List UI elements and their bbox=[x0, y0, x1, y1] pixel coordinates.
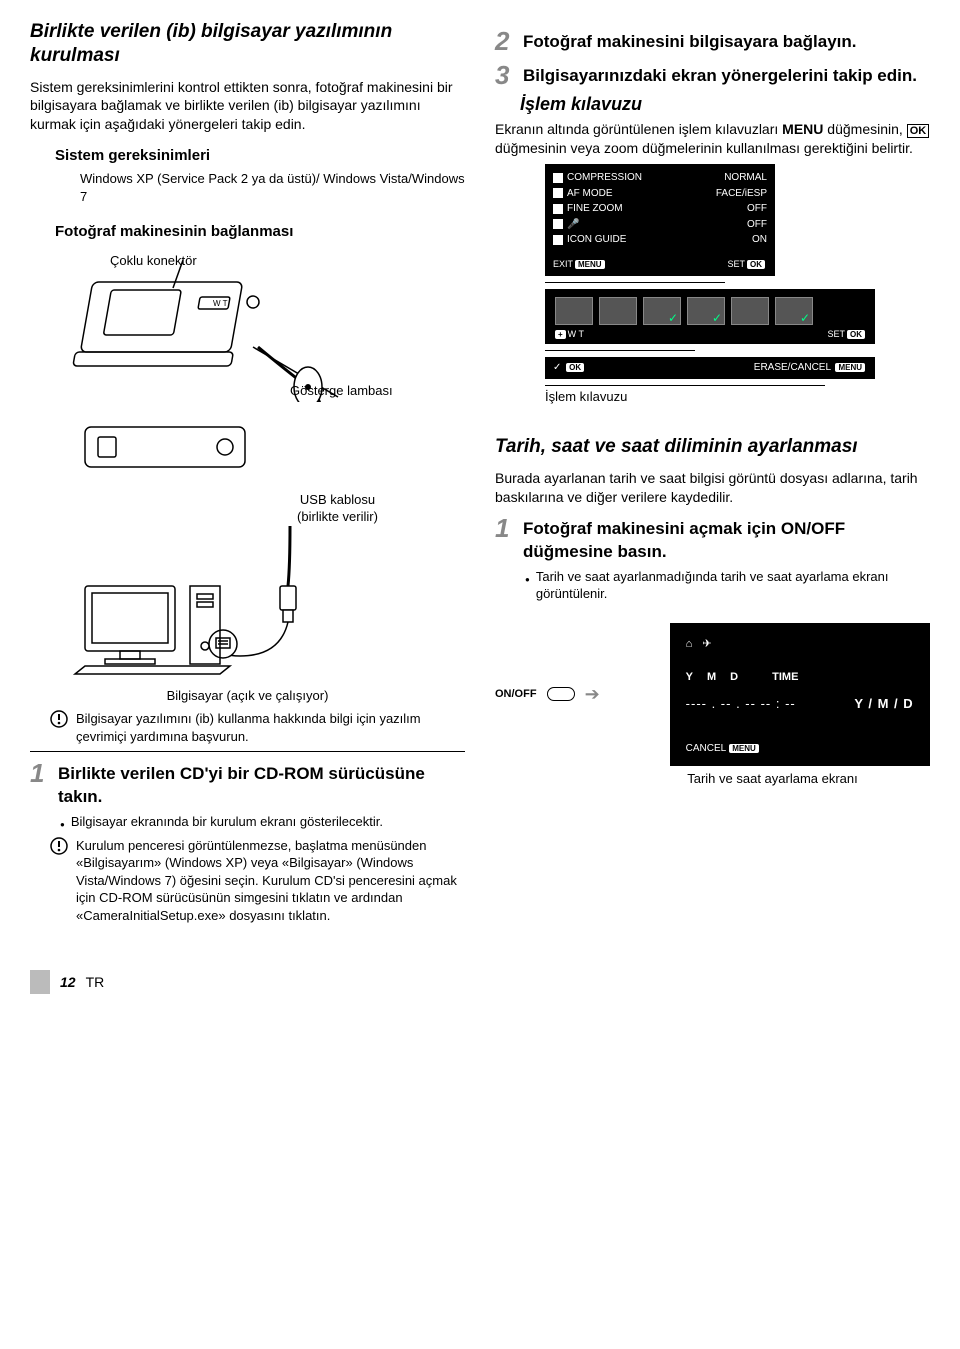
step1-sub-bullet: Bilgisayar ekranında bir kurulum ekranı … bbox=[71, 813, 383, 831]
svg-text:W T: W T bbox=[213, 299, 228, 308]
menu-tab-icon bbox=[553, 235, 563, 245]
opguide-text-2: düğmesinin, bbox=[823, 121, 906, 137]
step-number-2: 2 bbox=[495, 28, 515, 54]
footer-bar-icon bbox=[30, 970, 50, 994]
warning-icon bbox=[50, 837, 68, 855]
sysreq-body: Windows XP (Service Pack 2 ya da üstü)/ … bbox=[80, 170, 465, 205]
set-label: SET bbox=[727, 259, 745, 269]
onoff-label: ON/OFF bbox=[495, 687, 537, 702]
menu-tag: MENU bbox=[729, 744, 759, 753]
opguide-text-1: Ekranın altında görüntülenen işlem kılav… bbox=[495, 121, 782, 137]
menu-row-value: FACE/iESP bbox=[716, 187, 767, 201]
camera-menu-screen: COMPRESSION NORMAL AF MODE FACE/iESP FINE … bbox=[545, 164, 775, 276]
warning-icon bbox=[50, 710, 68, 728]
page-footer: 12 TR bbox=[30, 970, 930, 994]
camera-bottom-art bbox=[80, 412, 280, 482]
step1-onoff: Fotoğraf makinesini açmak için ON/OFF dü… bbox=[523, 515, 930, 564]
menu-row-label: FINE ZOOM bbox=[567, 202, 623, 216]
date-intro: Burada ayarlanan tarih ve saat bilgisi g… bbox=[495, 469, 930, 507]
zoom-wt-label: W T bbox=[568, 329, 584, 339]
date-d-label: D bbox=[730, 670, 738, 685]
menu-row-value: OFF bbox=[747, 202, 767, 216]
note-software-help: Bilgisayar yazılımını (ib) kullanma hakk… bbox=[76, 710, 465, 745]
multi-connector-label: Çoklu konektör bbox=[110, 252, 197, 270]
step-number-3: 3 bbox=[495, 62, 515, 88]
step1-cd-insert: Birlikte verilen CD'yi bir CD-ROM sürücü… bbox=[58, 760, 465, 809]
section-title-install: Birlikte verilen (ib) bilgisayar yazılım… bbox=[30, 20, 465, 68]
date-dashes: ---- . -- . -- -- : -- bbox=[686, 695, 796, 713]
menu-tab-icon bbox=[553, 204, 563, 214]
date-setting-screen: ⌂ ✈ Y M D TIME ---- . -- . -- -- : -- Y … bbox=[670, 623, 930, 766]
camera-line-art: W T bbox=[58, 252, 438, 402]
opguide-text-3: düğmesinin veya zoom düğmelerinin kullan… bbox=[495, 140, 913, 156]
step1-date-bullet: Tarih ve saat ayarlanmadığında tarih ve … bbox=[536, 568, 930, 603]
pc-usb-diagram bbox=[30, 526, 450, 676]
set-label: SET bbox=[827, 329, 845, 339]
note-setup-window: Kurulum penceresi görüntülenmezse, başla… bbox=[76, 837, 465, 925]
ok-tag: OK bbox=[847, 330, 865, 339]
menu-tab-icon bbox=[553, 173, 563, 183]
date-m-label: M bbox=[707, 670, 716, 685]
indicator-lamp-label: Gösterge lambası bbox=[290, 382, 393, 400]
bullet-icon bbox=[525, 568, 530, 603]
date-y-label: Y bbox=[686, 670, 693, 685]
thumbnail-strip-screen: +W T SETOK bbox=[545, 289, 875, 344]
intro-paragraph: Sistem gereksinimlerini kontrol ettikten… bbox=[30, 78, 465, 135]
arrow-right-icon: ➔ bbox=[585, 682, 600, 706]
page-lang: TR bbox=[86, 973, 105, 992]
sysreq-heading: Sistem gereksinimleri bbox=[55, 146, 465, 166]
date-screen-caption: Tarih ve saat ayarlama ekranı bbox=[615, 770, 930, 788]
menu-tab-icon bbox=[553, 219, 563, 229]
date-ymd-format: Y / M / D bbox=[854, 695, 913, 713]
home-icon: ⌂ bbox=[686, 637, 693, 652]
opguide-caption: İşlem kılavuzu bbox=[545, 388, 930, 406]
step2-connect: Fotoğraf makinesini bilgisayara bağlayın… bbox=[523, 28, 856, 54]
menu-word: MENU bbox=[782, 121, 823, 137]
step-number-1: 1 bbox=[30, 760, 50, 786]
usb-cable-label: USB kablosu bbox=[300, 492, 375, 507]
menu-row-value: NORMAL bbox=[724, 171, 767, 185]
thumbnail bbox=[643, 297, 681, 325]
date-time-label: TIME bbox=[772, 670, 798, 685]
thumbnail bbox=[687, 297, 725, 325]
onoff-button-glyph bbox=[547, 687, 575, 701]
pc-status-label: Bilgisayar (açık ve çalışıyor) bbox=[30, 687, 465, 705]
thumbnail bbox=[731, 297, 769, 325]
globe-icon: ✈ bbox=[702, 637, 711, 652]
menu-row-label: 🎤 bbox=[567, 218, 579, 232]
ok-tag: OK bbox=[566, 363, 584, 372]
thumbnail bbox=[599, 297, 637, 325]
menu-tag: MENU bbox=[575, 260, 605, 269]
thumbnail bbox=[555, 297, 593, 325]
menu-tab-icon bbox=[553, 188, 563, 198]
ok-button-glyph: OK bbox=[907, 124, 930, 138]
step3-follow: Bilgisayarınızdaki ekran yönergelerini t… bbox=[523, 62, 917, 88]
menu-tag: MENU bbox=[835, 363, 865, 372]
erase-bar-screen: ✓ OK ERASE/CANCEL MENU bbox=[545, 357, 875, 379]
menu-row-label: ICON GUIDE bbox=[567, 233, 626, 247]
operation-guide-title: İşlem kılavuzu bbox=[520, 92, 930, 116]
ok-tag: OK bbox=[747, 260, 765, 269]
camera-connection-diagram: Çoklu konektör W T Gö bbox=[30, 252, 465, 402]
step-number-1: 1 bbox=[495, 515, 515, 541]
date-section-title: Tarih, saat ve saat diliminin ayarlanmas… bbox=[495, 435, 930, 459]
thumbnail bbox=[775, 297, 813, 325]
erase-cancel-label: ERASE/CANCEL bbox=[754, 362, 831, 373]
menu-row-label: COMPRESSION bbox=[567, 171, 642, 185]
connection-heading: Fotoğraf makinesinin bağlanması bbox=[55, 222, 465, 242]
menu-row-value: OFF bbox=[747, 218, 767, 232]
menu-row-value: ON bbox=[752, 233, 767, 247]
cancel-label: CANCEL bbox=[686, 743, 727, 754]
bullet-icon bbox=[60, 813, 65, 831]
exit-label: EXIT bbox=[553, 259, 573, 269]
menu-row-label: AF MODE bbox=[567, 187, 613, 201]
usb-supplied-label: (birlikte verilir) bbox=[297, 509, 378, 524]
page-number: 12 bbox=[60, 973, 76, 992]
